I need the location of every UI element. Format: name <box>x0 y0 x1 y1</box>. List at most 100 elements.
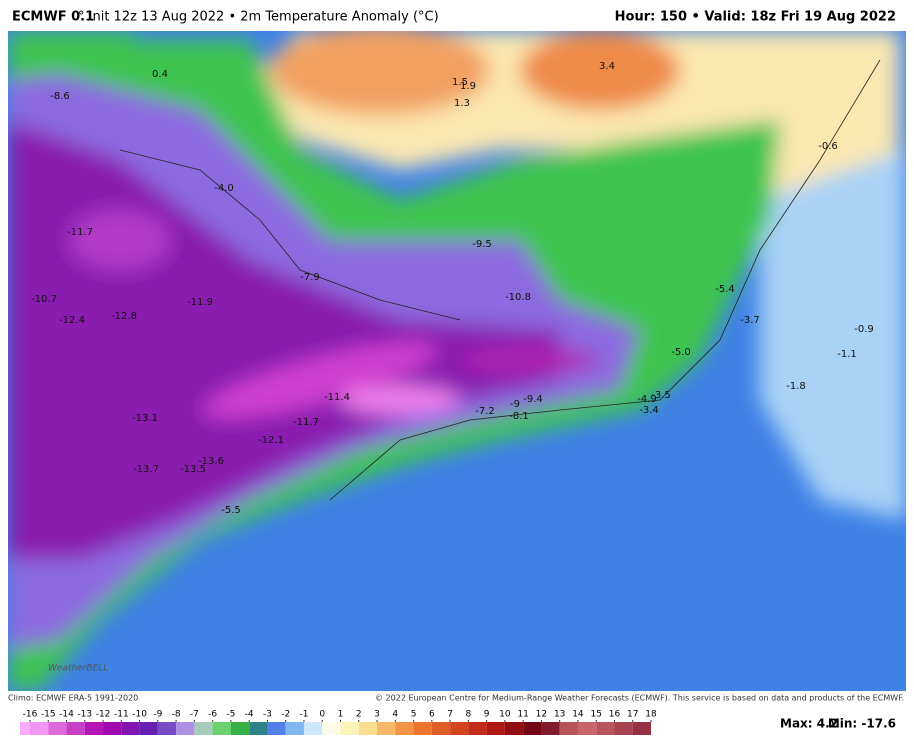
colorbar-tick-label: 3 <box>374 710 380 720</box>
colorbar-swatch <box>577 722 597 735</box>
model: ECMWF 0.1 <box>12 10 94 25</box>
colorbar-swatch <box>468 722 487 735</box>
colorbar-edge <box>20 722 30 735</box>
map-label: -9 <box>510 399 520 410</box>
map-label: -8.6 <box>50 91 70 102</box>
colorbar-tick-label: 14 <box>572 710 584 720</box>
colorbar-swatch <box>66 722 85 735</box>
map-label: -1.1 <box>837 349 857 360</box>
colorbar-swatch <box>176 722 195 735</box>
colorbar-swatch <box>303 722 323 735</box>
colorbar-tick-label: 7 <box>447 710 453 720</box>
map-label: -13.7 <box>133 464 159 475</box>
colorbar-tick-label: 1 <box>338 710 344 720</box>
colorbar-swatch <box>395 722 414 735</box>
colorbar-tick-label: -8 <box>172 710 181 720</box>
colorbar-swatch <box>431 722 451 735</box>
colorbar-tick-label: 9 <box>484 710 490 720</box>
colorbar-swatch <box>103 722 122 735</box>
map-label: -3.5 <box>651 390 671 401</box>
colorbar-tick-label: -11 <box>114 710 129 720</box>
colorbar-tick-label: -4 <box>245 710 254 720</box>
map-label: -4.0 <box>214 183 234 194</box>
map-label: -7.9 <box>300 272 320 283</box>
max: Max: 4.2 <box>780 717 838 731</box>
map-label: -4.9 <box>637 394 657 405</box>
hour: Hour: 150 • Valid: 18z Fri 19 Aug 2022 <box>615 10 896 25</box>
map <box>8 31 906 691</box>
colorbar-tick-label: 11 <box>517 710 528 720</box>
map-label: -11.7 <box>67 227 93 238</box>
colorbar-swatch <box>84 722 104 735</box>
copyright: © 2022 European Centre for Medium-Range … <box>375 694 904 703</box>
colorbar-tick-label: 6 <box>429 710 435 720</box>
colorbar-tick-label: 8 <box>465 710 471 720</box>
colorbar-tick-label: 12 <box>536 710 547 720</box>
colorbar-tick-label: -1 <box>299 710 308 720</box>
colorbar-tick-label: -13 <box>77 710 92 720</box>
colorbar-swatch <box>340 722 359 735</box>
map-label: -9.4 <box>523 394 543 405</box>
colorbar-swatch <box>559 722 578 735</box>
map-label: -9.5 <box>472 239 492 250</box>
map-label: -7.2 <box>475 406 495 417</box>
colorbar-tick-label: -7 <box>190 710 199 720</box>
colorbar-swatch <box>30 722 49 735</box>
colorbar-tick-label: -6 <box>208 710 217 720</box>
map-label: -12.8 <box>111 311 137 322</box>
watermark: WeatherBELL <box>48 664 108 674</box>
colorbar-swatch <box>413 722 432 735</box>
map-label: -11.4 <box>324 392 350 403</box>
map-label: -3.7 <box>740 315 760 326</box>
map-label: 1.3 <box>454 98 470 109</box>
colorbar-tick-label: -5 <box>226 710 235 720</box>
map-label: -3.4 <box>639 405 659 416</box>
map-label: -5.0 <box>671 347 691 358</box>
map-label: 3.4 <box>599 61 615 72</box>
colorbar-swatch <box>267 722 286 735</box>
colorbar-swatch <box>194 722 213 735</box>
map-label: -10.8 <box>505 292 531 303</box>
colorbar-tick-label: 2 <box>356 710 362 720</box>
colorbar-tick-label: 15 <box>590 710 601 720</box>
colorbar-tick-label: 10 <box>499 710 511 720</box>
colorbar-tick-label: 18 <box>645 710 657 720</box>
colorbar-tick-label: 4 <box>392 710 398 720</box>
colorbar-swatch <box>523 722 542 735</box>
colorbar-swatch <box>541 722 560 735</box>
colorbar-tick-label: -9 <box>153 710 162 720</box>
colorbar-tick-label: 5 <box>411 710 417 720</box>
map-label: 0.4 <box>152 69 168 80</box>
map-label: -10.7 <box>31 294 57 305</box>
colorbar-tick-label: -2 <box>281 710 290 720</box>
map-label: -0.6 <box>818 141 838 152</box>
map-label: -12.4 <box>59 315 85 326</box>
colorbar-swatch <box>230 722 250 735</box>
colorbar-swatch <box>486 722 505 735</box>
colorbar-swatch <box>157 722 177 735</box>
colorbar-tick-label: 0 <box>319 710 325 720</box>
colorbar-tick-label: -12 <box>96 710 111 720</box>
colorbar-swatch <box>249 722 268 735</box>
colorbar-tick-label: 13 <box>554 710 565 720</box>
map-label: -13.1 <box>132 413 158 424</box>
colorbar-tick-label: -16 <box>23 710 38 720</box>
map-label: -1.8 <box>786 381 806 392</box>
map-label: -8.1 <box>509 411 529 422</box>
colorbar-tick-label: -3 <box>263 710 272 720</box>
colorbar-tick-label: -15 <box>41 710 56 720</box>
init: ° Init 12z 13 Aug 2022 • 2m Temperature … <box>78 10 439 25</box>
map-label: -5.4 <box>715 284 735 295</box>
colorbar-swatch <box>450 722 469 735</box>
map-label: -11.9 <box>187 297 213 308</box>
colorbar-swatch <box>322 722 341 735</box>
map-label: -5.5 <box>221 505 241 516</box>
map-label: -13.6 <box>198 456 224 467</box>
colorbar-tick-label: -14 <box>59 710 74 720</box>
colorbar-swatch <box>596 722 615 735</box>
map-label: -11.7 <box>293 417 319 428</box>
map-label: -13.5 <box>180 464 206 475</box>
map-label: 1.9 <box>460 81 476 92</box>
